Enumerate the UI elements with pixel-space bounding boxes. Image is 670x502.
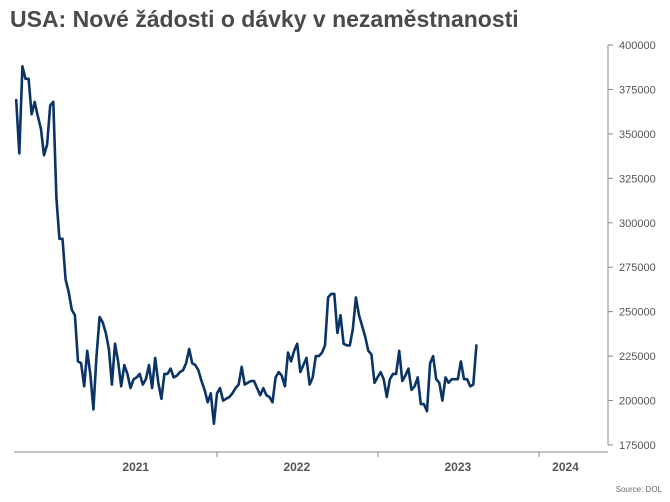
y-tick-label: 400000 (619, 40, 656, 52)
x-tick-label: 2022 (283, 460, 310, 474)
y-tick-label: 200000 (619, 396, 656, 408)
y-axis: 175000 200000 225000 250000 275000 300000 3250… (607, 40, 656, 452)
y-tick-label: 175000 (619, 440, 656, 452)
chart-title: USA: Nové žádosti o dávky v nezaměstnano… (10, 6, 519, 32)
plot-area (14, 65, 478, 426)
x-axis: 2021 2022 2023 2024 (14, 451, 608, 474)
x-tick-label: 2024 (552, 460, 579, 474)
y-tick-label: 325000 (619, 173, 656, 185)
y-tick-label: 350000 (619, 129, 656, 141)
y-tick-label: 300000 (619, 218, 656, 230)
y-tick-label: 375000 (619, 84, 656, 96)
x-tick-label: 2021 (122, 460, 149, 474)
y-tick-label: 250000 (619, 307, 656, 319)
x-tick-label: 2023 (444, 460, 471, 474)
y-tick-label: 225000 (619, 351, 656, 363)
series-line (14, 65, 478, 426)
y-tick-label: 275000 (619, 262, 656, 274)
source-note: Source: DOL (615, 485, 662, 494)
